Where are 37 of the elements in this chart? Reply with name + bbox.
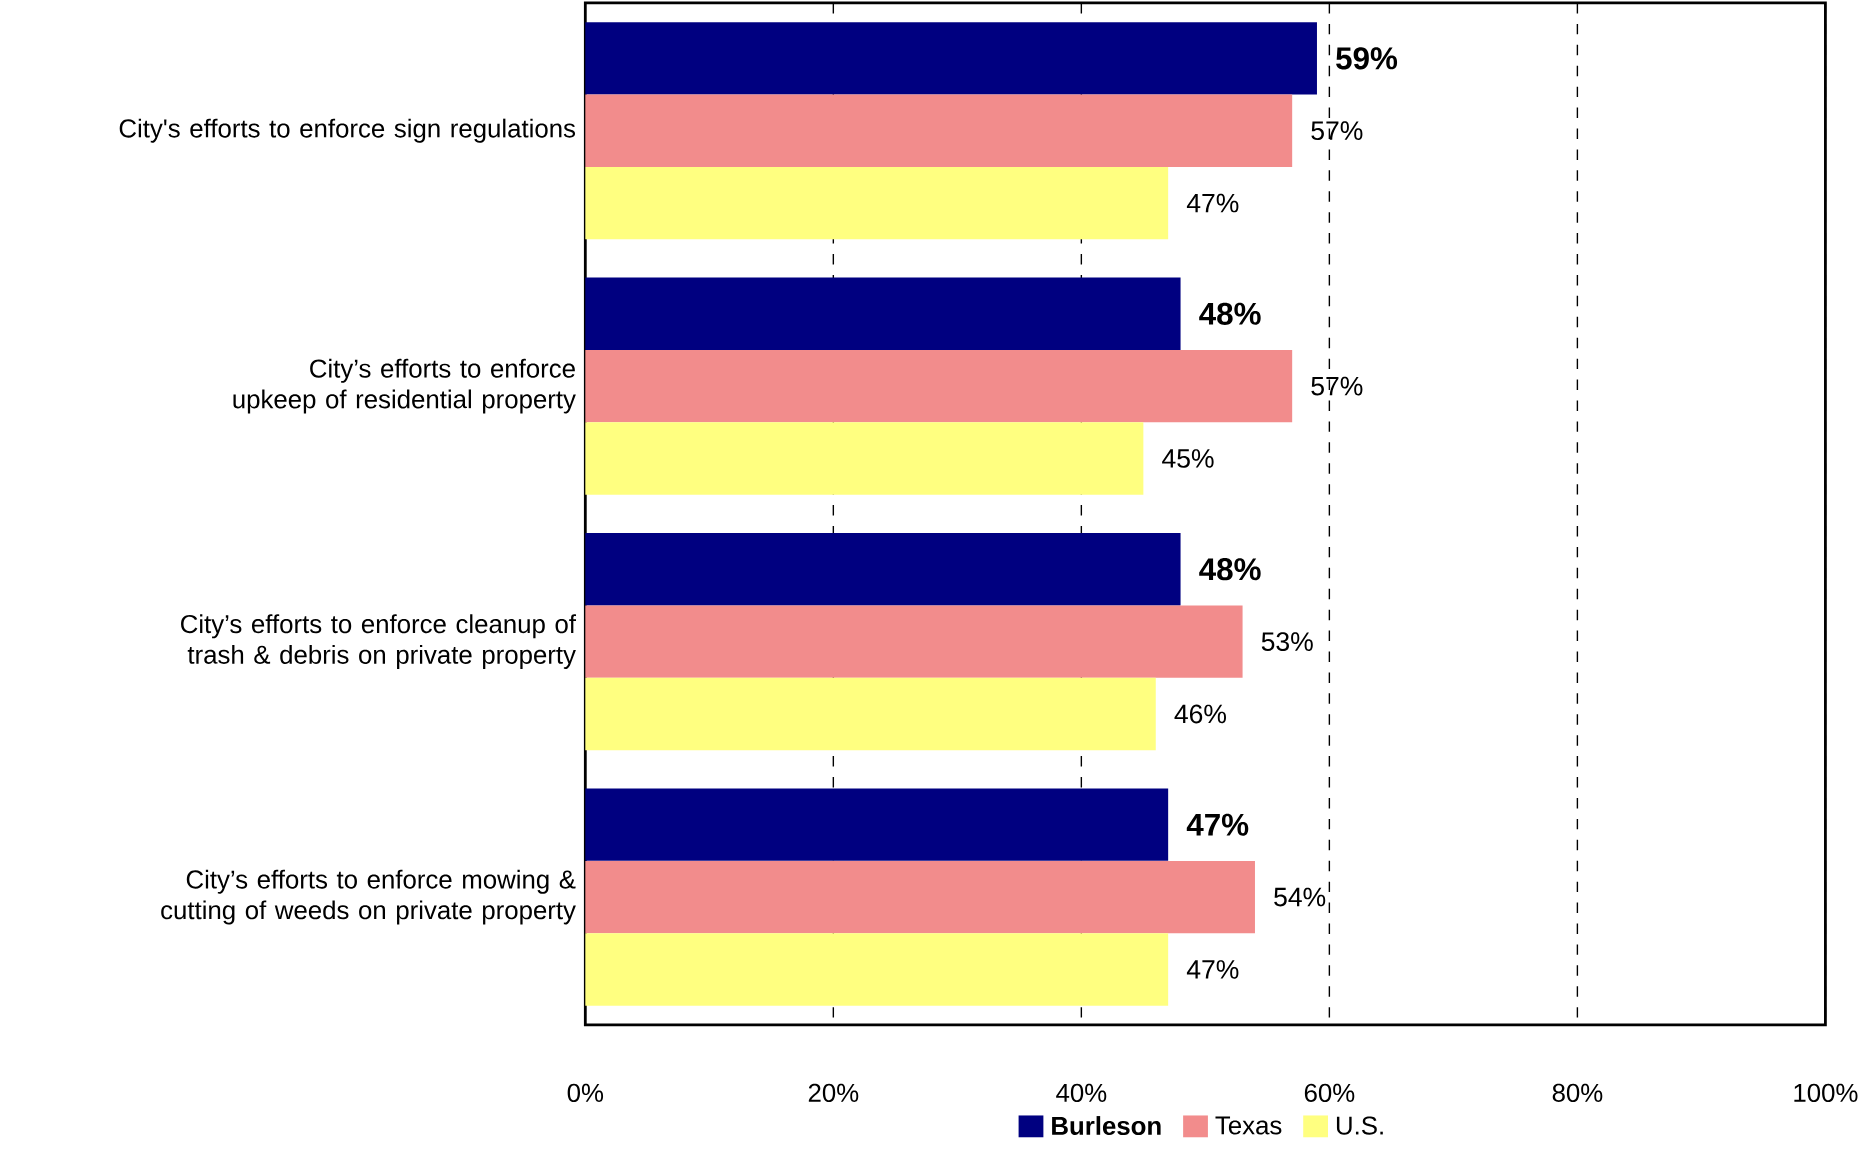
bar	[585, 422, 1144, 495]
bar	[585, 277, 1181, 351]
data-label: 48%	[1199, 302, 1261, 326]
bar	[585, 678, 1156, 751]
data-label: 45%	[1162, 449, 1214, 469]
bar	[585, 94, 1293, 168]
x-tick-label: 40%	[1056, 1083, 1107, 1103]
data-label: 59%	[1336, 47, 1398, 70]
bar	[585, 350, 1293, 423]
x-tick-label: 60%	[1304, 1083, 1355, 1103]
data-label: 46%	[1174, 704, 1226, 724]
x-tick-label: 80%	[1552, 1083, 1603, 1103]
x-tick-label: 20%	[808, 1083, 859, 1103]
data-label: 57%	[1311, 377, 1363, 396]
data-label: 47%	[1186, 813, 1249, 836]
x-tick-label: 100%	[1794, 1083, 1858, 1103]
bar	[585, 861, 1255, 934]
y-tick-label: City’s efforts to enforce upkeep of residential property	[233, 358, 576, 414]
legend-label: U.S.	[1336, 1116, 1383, 1135]
legend-label: Texas	[1215, 1116, 1282, 1135]
y-tick-label: City’s efforts to enforce mowing & cutting of weeds on private property	[161, 869, 576, 925]
data-label: 57%	[1311, 121, 1363, 141]
data-label: 54%	[1274, 887, 1326, 907]
bar	[585, 605, 1243, 679]
data-label: 47%	[1186, 960, 1239, 979]
bar	[585, 533, 1181, 606]
bar	[585, 167, 1169, 240]
y-tick-label: City’s efforts to enforce cleanup of trash & debris on private property	[181, 614, 577, 670]
data-label: 53%	[1261, 632, 1313, 652]
bar	[585, 933, 1169, 1006]
data-label: 48%	[1199, 558, 1261, 581]
bar	[585, 788, 1169, 862]
y-tick-label: City's efforts to enforce sign regulations	[119, 118, 576, 143]
x-tick-label: 0%	[567, 1083, 604, 1103]
legend-label: Burleson	[1052, 1116, 1161, 1136]
bar	[585, 22, 1317, 95]
data-label: 47%	[1186, 193, 1239, 213]
